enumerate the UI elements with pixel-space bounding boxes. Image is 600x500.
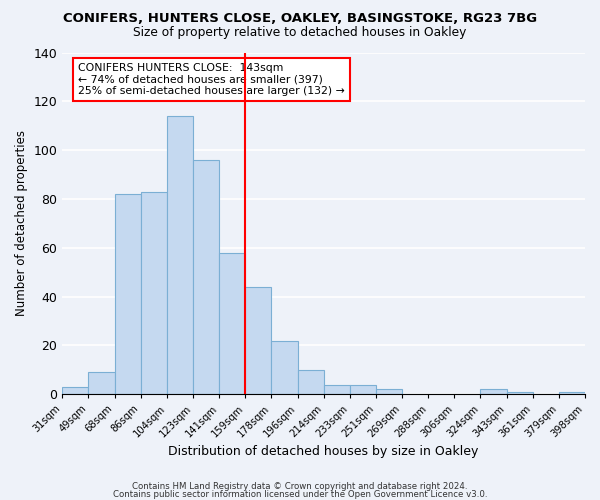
X-axis label: Distribution of detached houses by size in Oakley: Distribution of detached houses by size …	[169, 444, 479, 458]
Bar	[193, 160, 219, 394]
Bar	[298, 370, 323, 394]
Bar	[140, 192, 167, 394]
Bar	[350, 384, 376, 394]
Bar	[245, 287, 271, 395]
Text: Contains HM Land Registry data © Crown copyright and database right 2024.: Contains HM Land Registry data © Crown c…	[132, 482, 468, 491]
Bar	[559, 392, 585, 394]
Bar	[115, 194, 140, 394]
Text: CONIFERS, HUNTERS CLOSE, OAKLEY, BASINGSTOKE, RG23 7BG: CONIFERS, HUNTERS CLOSE, OAKLEY, BASINGS…	[63, 12, 537, 26]
Bar	[219, 252, 245, 394]
Text: CONIFERS HUNTERS CLOSE:  143sqm
← 74% of detached houses are smaller (397)
25% o: CONIFERS HUNTERS CLOSE: 143sqm ← 74% of …	[78, 63, 345, 96]
Bar	[506, 392, 533, 394]
Bar	[167, 116, 193, 394]
Text: Contains public sector information licensed under the Open Government Licence v3: Contains public sector information licen…	[113, 490, 487, 499]
Bar	[62, 387, 88, 394]
Bar	[88, 372, 115, 394]
Bar	[376, 390, 402, 394]
Bar	[481, 390, 506, 394]
Text: Size of property relative to detached houses in Oakley: Size of property relative to detached ho…	[133, 26, 467, 39]
Bar	[323, 384, 350, 394]
Y-axis label: Number of detached properties: Number of detached properties	[15, 130, 28, 316]
Bar	[271, 340, 298, 394]
